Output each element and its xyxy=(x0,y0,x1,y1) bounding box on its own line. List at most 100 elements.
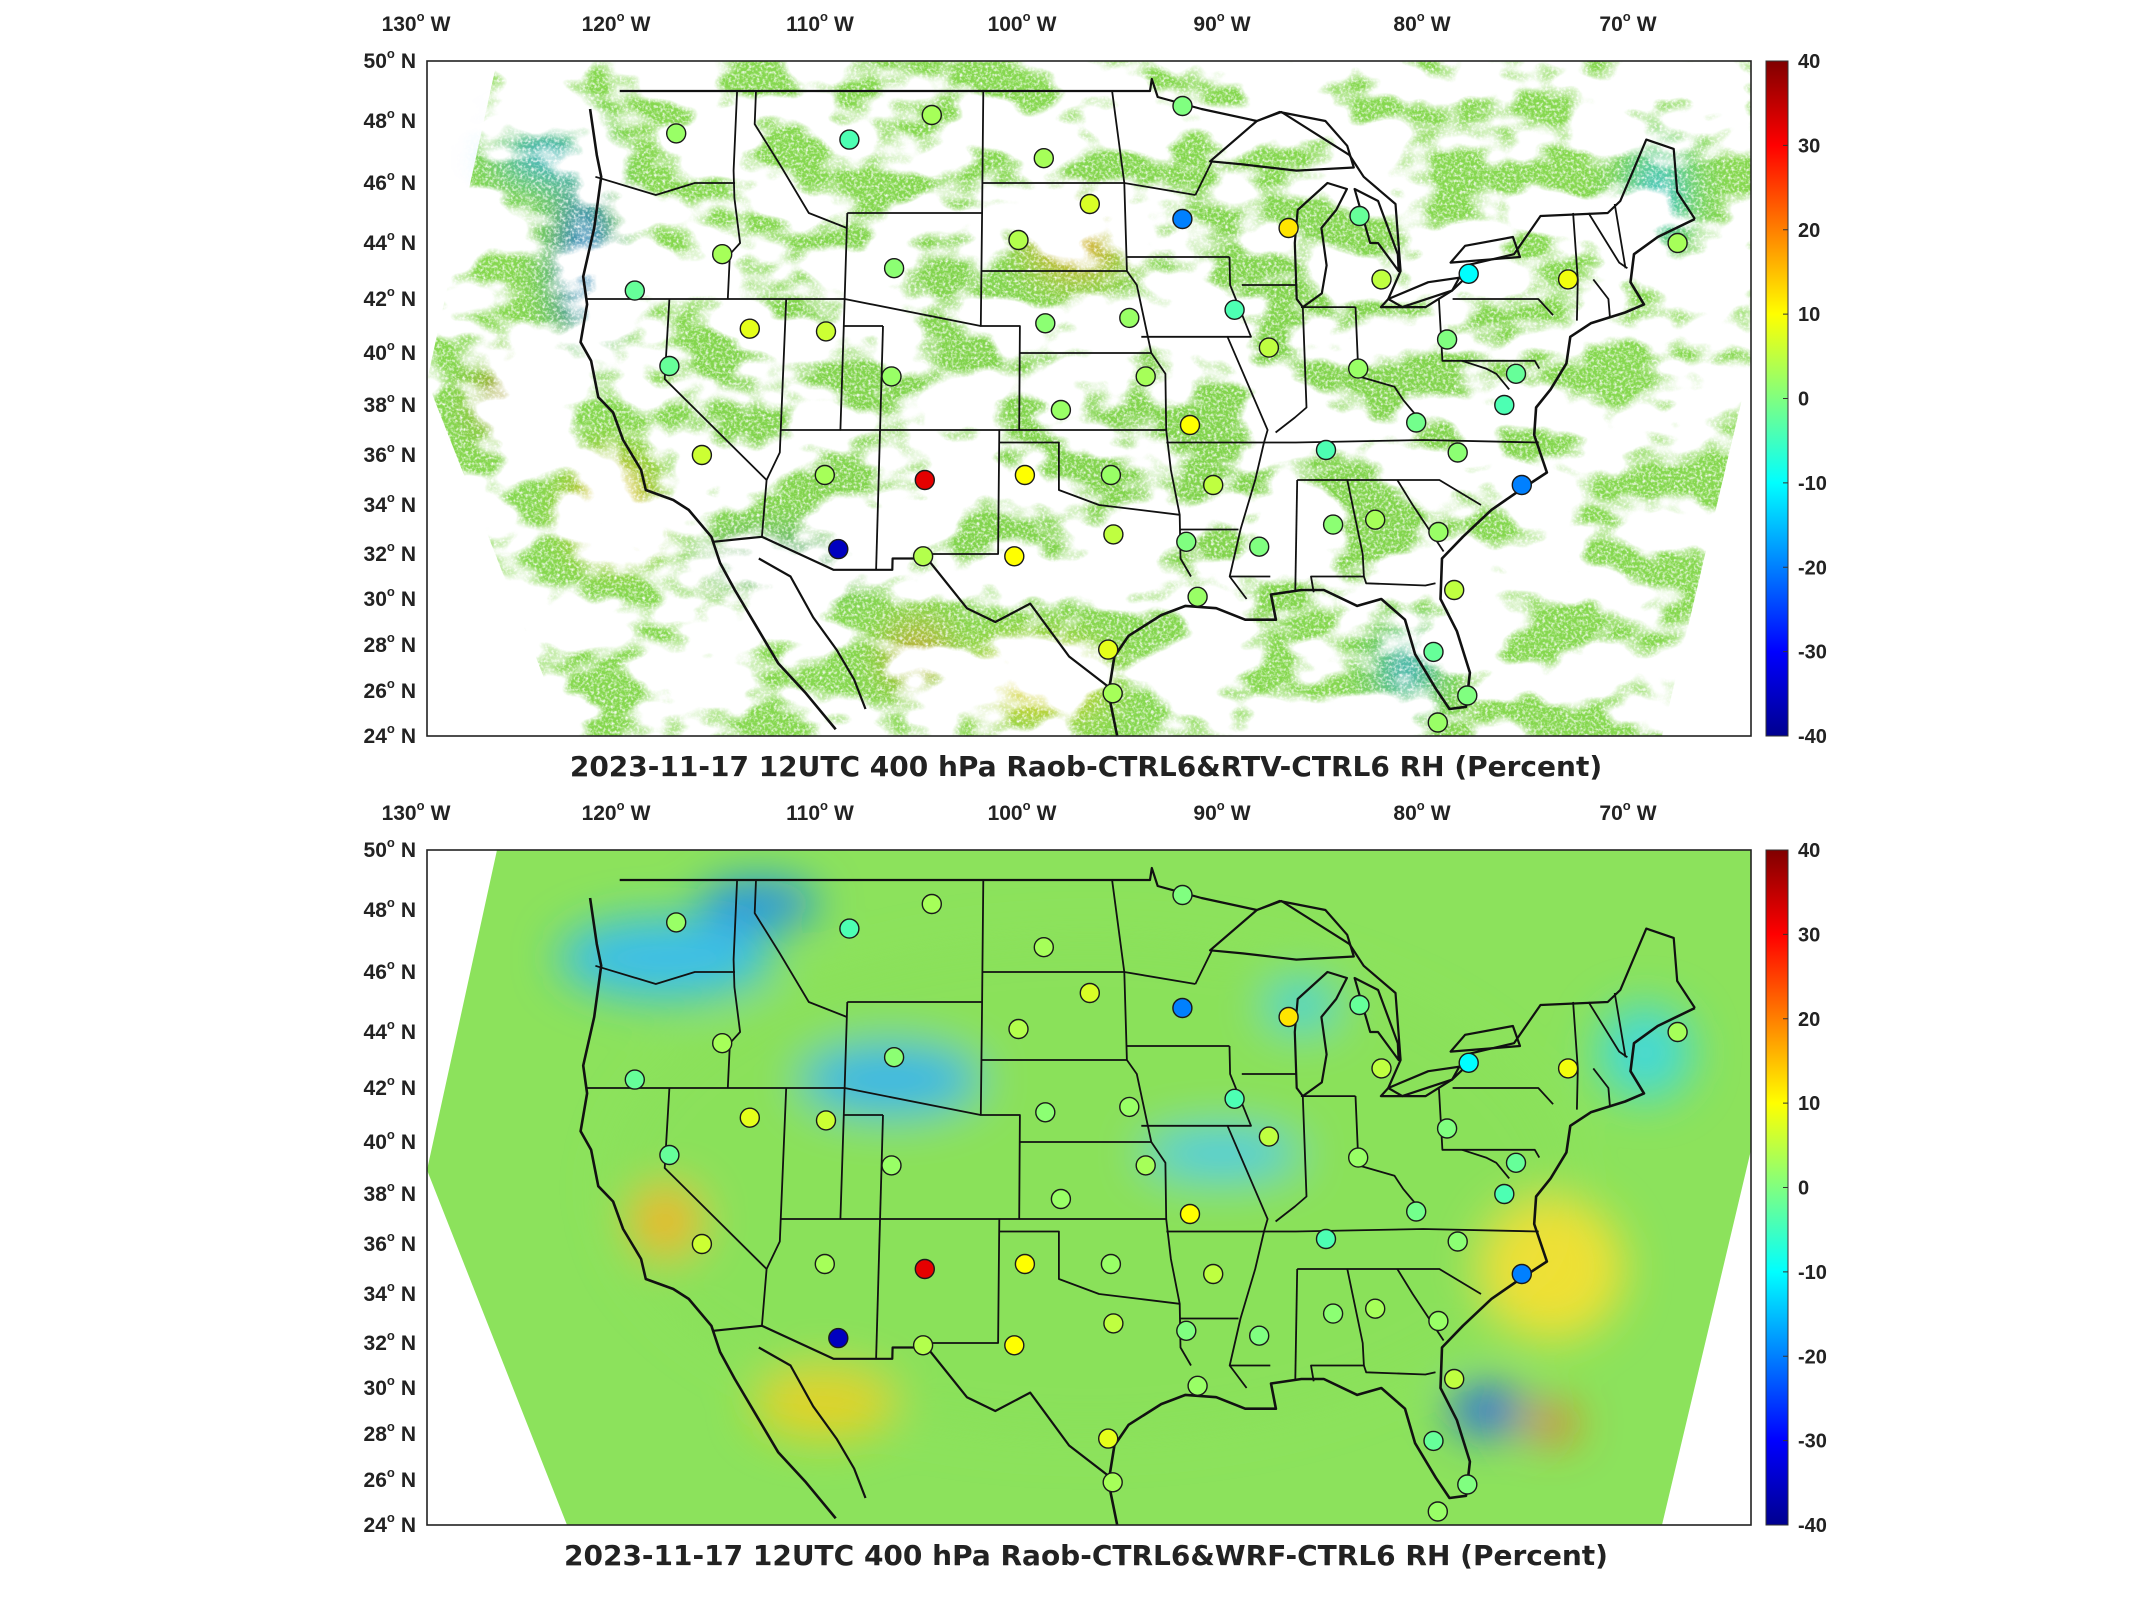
station-marker xyxy=(1428,521,1449,543)
station-marker xyxy=(1315,439,1337,461)
lat-tick-label: 48o N xyxy=(364,106,416,133)
lon-tick-label: 110o W xyxy=(786,798,854,825)
station-marker xyxy=(1371,1058,1392,1079)
station-marker xyxy=(912,1335,934,1356)
station-marker xyxy=(1315,1228,1337,1250)
station-marker xyxy=(914,1258,935,1280)
station-marker xyxy=(1443,579,1465,601)
station-marker xyxy=(1172,884,1193,906)
colorbar-tick-label: 30 xyxy=(1798,924,1820,946)
state-boundary xyxy=(587,298,981,327)
colorbar-tick-label: -20 xyxy=(1798,557,1827,579)
lon-tick-label: 80o W xyxy=(1393,9,1450,36)
state-boundary xyxy=(1461,1148,1510,1179)
lon-tick-label: 110o W xyxy=(786,9,854,36)
station-marker xyxy=(1511,474,1533,496)
lon-tick-label: 70o W xyxy=(1599,798,1656,825)
colorbar-tick-label: 30 xyxy=(1798,135,1820,157)
station-marker xyxy=(1224,299,1245,320)
station-marker xyxy=(1248,536,1270,557)
station-marker xyxy=(1079,193,1101,215)
station-marker xyxy=(712,243,733,265)
station-marker xyxy=(1033,147,1055,169)
state-boundary xyxy=(753,90,848,229)
field-blob xyxy=(1528,1405,1577,1442)
station-marker xyxy=(1436,1118,1458,1139)
station-marker xyxy=(1258,1126,1280,1147)
station-marker xyxy=(1505,363,1527,384)
station-marker xyxy=(828,1327,849,1349)
station-marker xyxy=(659,1144,680,1166)
colorbar-tick-label: 40 xyxy=(1798,51,1820,73)
station-marker xyxy=(1172,997,1193,1019)
lat-tick-label: 34o N xyxy=(364,1279,416,1306)
station-marker xyxy=(1172,95,1193,117)
station-marker xyxy=(1457,685,1478,706)
state-boundary xyxy=(1166,439,1539,444)
colorbar-tick-label: -10 xyxy=(1798,1262,1827,1284)
lat-tick-label: 36o N xyxy=(364,440,416,467)
station-marker xyxy=(1447,442,1468,463)
lon-tick-label: 90o W xyxy=(1193,798,1250,825)
field-blob xyxy=(1033,216,1118,271)
station-marker xyxy=(1004,546,1025,567)
station-marker xyxy=(1423,1430,1444,1452)
panel-title: 2023-11-17 12UTC 400 hPa Raob-CTRL6&WRF-… xyxy=(564,1539,1608,1572)
station-marker xyxy=(1008,1018,1029,1040)
station-marker xyxy=(1371,269,1392,290)
station-marker xyxy=(1102,1472,1123,1493)
station-marker xyxy=(921,104,942,126)
state-boundary xyxy=(1194,160,1213,196)
lat-tick-label: 40o N xyxy=(364,338,416,365)
station-marker xyxy=(883,1046,905,1068)
station-marker xyxy=(624,280,645,301)
station-marker xyxy=(1347,1147,1369,1168)
station-marker xyxy=(1187,586,1208,607)
lat-tick-label: 36o N xyxy=(364,1229,416,1256)
state-boundary xyxy=(999,441,1180,516)
field-blob xyxy=(683,170,1548,627)
station-marker xyxy=(921,893,942,915)
pacific-coastline xyxy=(579,108,837,731)
colorbar-tick-label: 20 xyxy=(1798,220,1820,242)
lon-tick-label: 70o W xyxy=(1599,9,1656,36)
station-marker xyxy=(814,464,835,486)
lat-tick-label: 38o N xyxy=(364,1179,416,1206)
lat-tick-label: 24o N xyxy=(364,1510,416,1537)
lon-tick-label: 100o W xyxy=(988,798,1057,825)
state-boundary xyxy=(875,325,884,570)
station-marker xyxy=(1436,329,1458,350)
state-boundary xyxy=(925,90,1021,555)
state-boundary xyxy=(1194,949,1213,985)
station-marker xyxy=(1035,313,1056,334)
station-marker xyxy=(1667,1021,1688,1043)
station-marker xyxy=(691,444,713,466)
colorbar-tick-label: -40 xyxy=(1798,1515,1827,1537)
state-boundary xyxy=(1166,1228,1539,1233)
station-marker xyxy=(1428,1310,1449,1332)
station-marker xyxy=(1494,394,1515,416)
station-marker xyxy=(659,355,680,377)
state-boundary xyxy=(1354,307,1419,419)
state-boundary xyxy=(587,1087,981,1116)
station-marker xyxy=(912,546,934,567)
lat-tick-label: 32o N xyxy=(364,539,416,566)
lon-tick-label: 100o W xyxy=(988,9,1057,36)
station-marker xyxy=(1100,464,1122,486)
station-marker xyxy=(1103,1313,1124,1334)
station-marker xyxy=(881,366,902,387)
map-boundaries xyxy=(579,77,1696,736)
lat-tick-label: 26o N xyxy=(364,676,416,703)
great-lake xyxy=(1353,187,1400,273)
station-marker xyxy=(1050,1188,1072,1210)
atlantic-gulf-coastline xyxy=(1107,1006,1696,1525)
state-boundary xyxy=(999,1230,1180,1305)
station-marker xyxy=(1405,1201,1427,1222)
map-frame xyxy=(426,849,1752,1526)
station-marker xyxy=(1102,683,1123,704)
lat-tick-label: 28o N xyxy=(364,630,416,657)
state-boundary xyxy=(1452,298,1554,316)
field-blob xyxy=(698,880,818,928)
great-lake xyxy=(1293,970,1348,1098)
lon-tick-label: 120o W xyxy=(582,9,651,36)
